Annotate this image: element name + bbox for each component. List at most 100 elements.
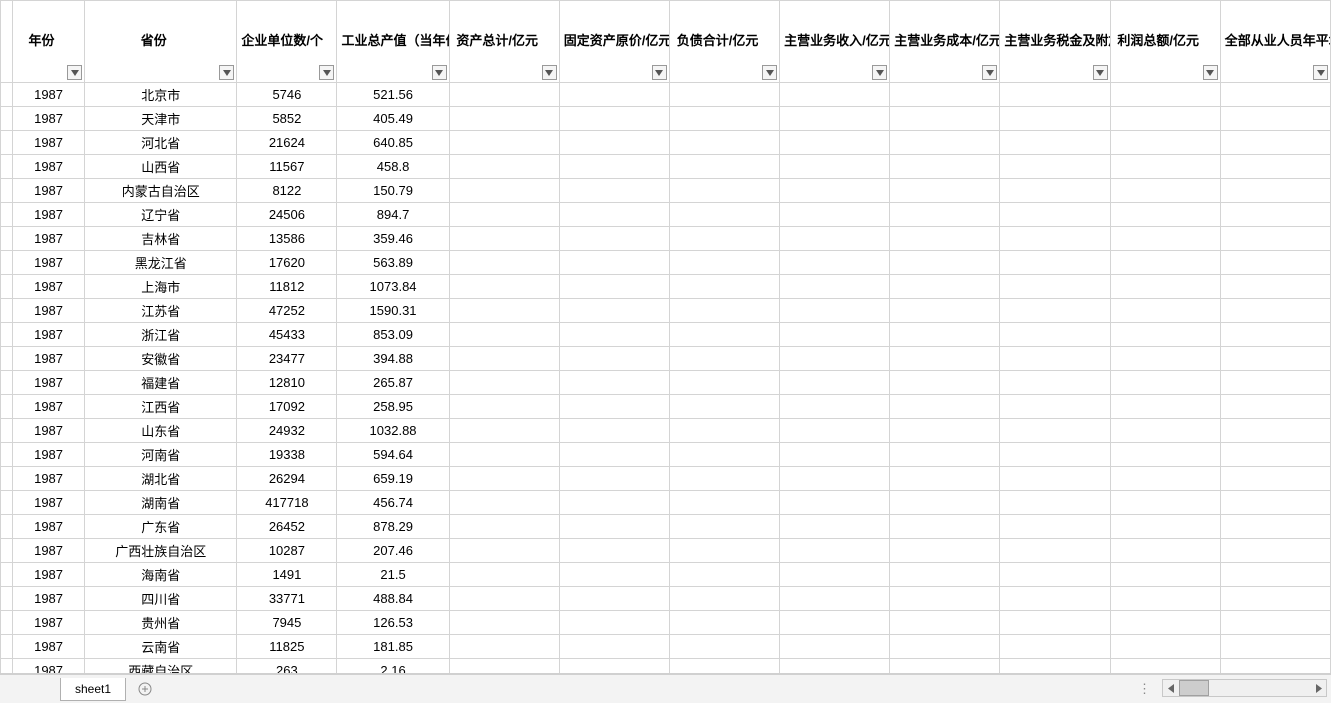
cell[interactable]: 33771 (237, 587, 337, 611)
scroll-left-arrow-icon[interactable] (1163, 680, 1179, 696)
column-header-fixed_assets[interactable]: 固定资产原价/亿元 (559, 1, 669, 83)
cell[interactable]: 辽宁省 (85, 203, 237, 227)
cell[interactable]: 10287 (237, 539, 337, 563)
cell[interactable]: 11825 (237, 635, 337, 659)
cell[interactable] (449, 491, 559, 515)
cell[interactable]: 四川省 (85, 587, 237, 611)
cell[interactable] (669, 179, 779, 203)
cell[interactable] (1220, 563, 1330, 587)
cell[interactable] (1110, 611, 1220, 635)
cell[interactable] (669, 299, 779, 323)
cell[interactable] (780, 347, 890, 371)
row-gutter[interactable] (1, 491, 13, 515)
cell[interactable] (559, 635, 669, 659)
cell[interactable] (1110, 587, 1220, 611)
cell[interactable] (559, 203, 669, 227)
cell[interactable] (1110, 179, 1220, 203)
cell[interactable]: 贵州省 (85, 611, 237, 635)
cell[interactable]: 上海市 (85, 275, 237, 299)
cell[interactable]: 山西省 (85, 155, 237, 179)
cell[interactable] (1220, 83, 1330, 107)
cell[interactable] (780, 107, 890, 131)
filter-dropdown-icon[interactable] (432, 65, 447, 80)
row-gutter[interactable] (1, 635, 13, 659)
cell[interactable]: 1032.88 (337, 419, 449, 443)
filter-dropdown-icon[interactable] (1093, 65, 1108, 80)
cell[interactable]: 1987 (13, 371, 85, 395)
cell[interactable]: 417718 (237, 491, 337, 515)
filter-dropdown-icon[interactable] (1313, 65, 1328, 80)
cell[interactable] (1110, 251, 1220, 275)
cell[interactable] (780, 467, 890, 491)
cell[interactable]: 21624 (237, 131, 337, 155)
cell[interactable] (1000, 491, 1110, 515)
cell[interactable] (1220, 227, 1330, 251)
cell[interactable] (780, 443, 890, 467)
cell[interactable] (449, 155, 559, 179)
row-gutter[interactable] (1, 179, 13, 203)
cell[interactable]: 17620 (237, 251, 337, 275)
cell[interactable] (1110, 419, 1220, 443)
cell[interactable] (890, 419, 1000, 443)
cell[interactable]: 853.09 (337, 323, 449, 347)
cell[interactable] (1220, 491, 1330, 515)
cell[interactable] (1110, 635, 1220, 659)
cell[interactable] (1110, 227, 1220, 251)
scroll-right-arrow-icon[interactable] (1310, 680, 1326, 696)
cell[interactable]: 湖北省 (85, 467, 237, 491)
cell[interactable] (449, 227, 559, 251)
cell[interactable]: 1987 (13, 347, 85, 371)
filter-dropdown-icon[interactable] (762, 65, 777, 80)
row-gutter[interactable] (1, 443, 13, 467)
cell[interactable] (449, 323, 559, 347)
cell[interactable] (1220, 203, 1330, 227)
row-gutter[interactable] (1, 467, 13, 491)
cell[interactable] (449, 395, 559, 419)
cell[interactable]: 207.46 (337, 539, 449, 563)
cell[interactable] (669, 539, 779, 563)
column-header-enterprise_count[interactable]: 企业单位数/个 (237, 1, 337, 83)
cell[interactable] (449, 659, 559, 675)
row-gutter[interactable] (1, 155, 13, 179)
cell[interactable] (1110, 467, 1220, 491)
row-gutter[interactable] (1, 419, 13, 443)
cell[interactable] (890, 539, 1000, 563)
cell[interactable] (1110, 371, 1220, 395)
cell[interactable] (780, 299, 890, 323)
cell[interactable]: 19338 (237, 443, 337, 467)
scroll-thumb[interactable] (1179, 680, 1209, 696)
cell[interactable]: 456.74 (337, 491, 449, 515)
column-header-main_cost[interactable]: 主营业务成本/亿元 (890, 1, 1000, 83)
row-gutter[interactable] (1, 515, 13, 539)
cell[interactable] (559, 179, 669, 203)
cell[interactable] (780, 251, 890, 275)
cell[interactable]: 1987 (13, 275, 85, 299)
splitter-handle-icon[interactable]: ⋮ (1138, 681, 1151, 697)
cell[interactable]: 西藏自治区 (85, 659, 237, 675)
cell[interactable] (669, 275, 779, 299)
cell[interactable] (890, 635, 1000, 659)
column-header-province[interactable]: 省份 (85, 1, 237, 83)
column-header-total_liabilities[interactable]: 负债合计/亿元 (669, 1, 779, 83)
cell[interactable] (780, 395, 890, 419)
cell[interactable]: 26452 (237, 515, 337, 539)
filter-dropdown-icon[interactable] (1203, 65, 1218, 80)
cell[interactable]: 394.88 (337, 347, 449, 371)
row-gutter[interactable] (1, 107, 13, 131)
cell[interactable] (669, 251, 779, 275)
cell[interactable]: 江苏省 (85, 299, 237, 323)
cell[interactable] (1000, 467, 1110, 491)
cell[interactable]: 263 (237, 659, 337, 675)
cell[interactable] (669, 203, 779, 227)
cell[interactable] (1000, 251, 1110, 275)
cell[interactable] (559, 659, 669, 675)
cell[interactable] (669, 659, 779, 675)
cell[interactable]: 1987 (13, 179, 85, 203)
scroll-track[interactable] (1179, 680, 1310, 696)
cell[interactable]: 1590.31 (337, 299, 449, 323)
cell[interactable]: 浙江省 (85, 323, 237, 347)
cell[interactable] (1110, 491, 1220, 515)
cell[interactable] (669, 107, 779, 131)
row-gutter[interactable] (1, 83, 13, 107)
cell[interactable]: 海南省 (85, 563, 237, 587)
